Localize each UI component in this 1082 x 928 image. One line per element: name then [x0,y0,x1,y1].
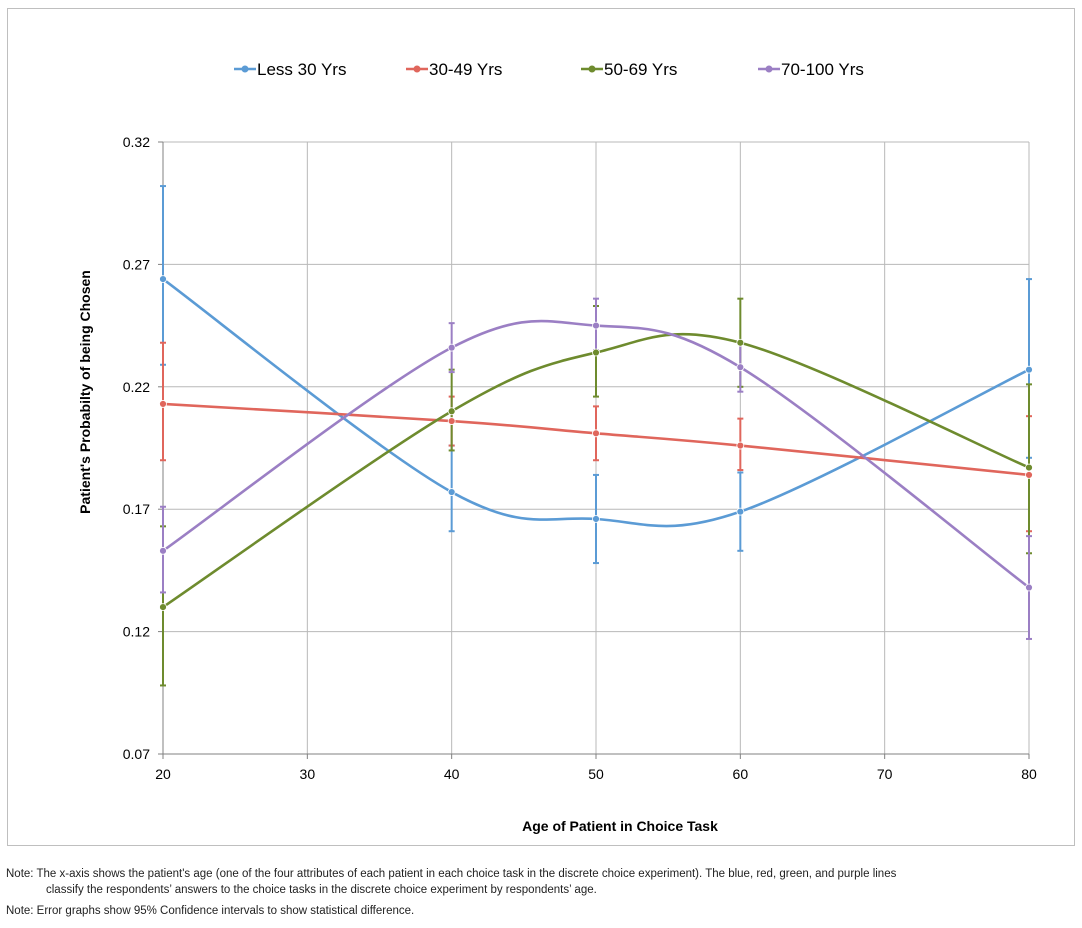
data-point-50-69-yrs [592,348,600,357]
y-tick-label: 0.32 [123,134,150,150]
legend-swatch-marker-less-30-yrs [241,65,249,73]
legend-item-less-30-yrs: Less 30 Yrs [234,60,346,79]
legend: Less 30 Yrs 30-49 Yrs 50-69 Yrs 70-100 Yrs [234,60,864,79]
data-point-30-49-yrs [1025,471,1033,479]
data-point-50-69-yrs [159,603,167,612]
data-point-50-69-yrs [1025,463,1033,472]
y-tick-label: 0.07 [123,746,150,762]
data-point-less-30-yrs [592,515,600,523]
legend-item-70-100-yrs: 70-100 Yrs [758,60,864,79]
x-tick-label: 70 [877,766,893,782]
legend-label-50-69-yrs: 50-69 Yrs [604,60,677,79]
note-x-axis-line2: classify the respondents’ answers to the… [46,884,597,896]
data-point-70-100-yrs [159,546,167,555]
data-point-less-30-yrs [159,275,167,283]
x-tick-label: 60 [733,766,749,782]
y-tick-label: 0.27 [123,256,150,272]
legend-swatch-marker-50-69-yrs [588,65,596,73]
data-point-70-100-yrs [447,343,456,352]
legend-label-70-100-yrs: 70-100 Yrs [781,60,864,79]
x-tick-label: 50 [588,766,604,782]
x-axis-title: Age of Patient in Choice Task [522,818,718,834]
y-tick-label: 0.22 [123,379,150,395]
y-tick-label: 0.17 [123,501,150,517]
markers [159,275,1033,612]
data-point-less-30-yrs [1025,365,1033,374]
legend-swatch-marker-70-100-yrs [765,65,773,73]
legend-item-50-69-yrs: 50-69 Yrs [581,60,677,79]
x-tick-label: 80 [1021,766,1037,782]
legend-item-30-49-yrs: 30-49 Yrs [406,60,502,79]
tick-labels: 20 30 40 50 60 70 80 0.07 0.12 0.17 0.22 0.27 0.32 [123,134,1037,782]
x-tick-label: 40 [444,766,460,782]
data-point-70-100-yrs [592,321,600,330]
data-point-70-100-yrs [736,363,745,372]
data-point-30-49-yrs [159,400,167,408]
data-point-70-100-yrs [1025,583,1033,592]
note-error-bars: Note: Error graphs show 95% Confidence i… [6,905,415,917]
note-x-axis-line1: Note: The x-axis shows the patient's age… [6,868,897,880]
data-point-30-49-yrs [447,417,456,425]
note-x-axis: Note: The x-axis shows the patient's age… [6,866,896,898]
chart-frame: 20 30 40 50 60 70 80 0.07 0.12 0.17 0.22 0.27 0.32 L… [7,8,1075,846]
y-axis-title: Patient's Probabilty of being Chosen [77,270,93,514]
data-point-30-49-yrs [592,429,600,438]
line-chart: 20 30 40 50 60 70 80 0.07 0.12 0.17 0.22 0.27 0.32 L… [77,60,1037,834]
data-point-30-49-yrs [736,441,745,450]
legend-label-30-49-yrs: 30-49 Yrs [429,60,502,79]
legend-swatch-marker-30-49-yrs [413,65,421,73]
axes [158,141,1030,759]
x-tick-label: 20 [155,766,171,782]
y-tick-label: 0.12 [123,624,150,640]
data-point-less-30-yrs [736,507,745,516]
data-point-50-69-yrs [447,407,456,416]
legend-label-less-30-yrs: Less 30 Yrs [257,60,346,79]
data-point-50-69-yrs [736,338,745,347]
data-point-less-30-yrs [447,488,456,496]
x-tick-label: 30 [300,766,316,782]
